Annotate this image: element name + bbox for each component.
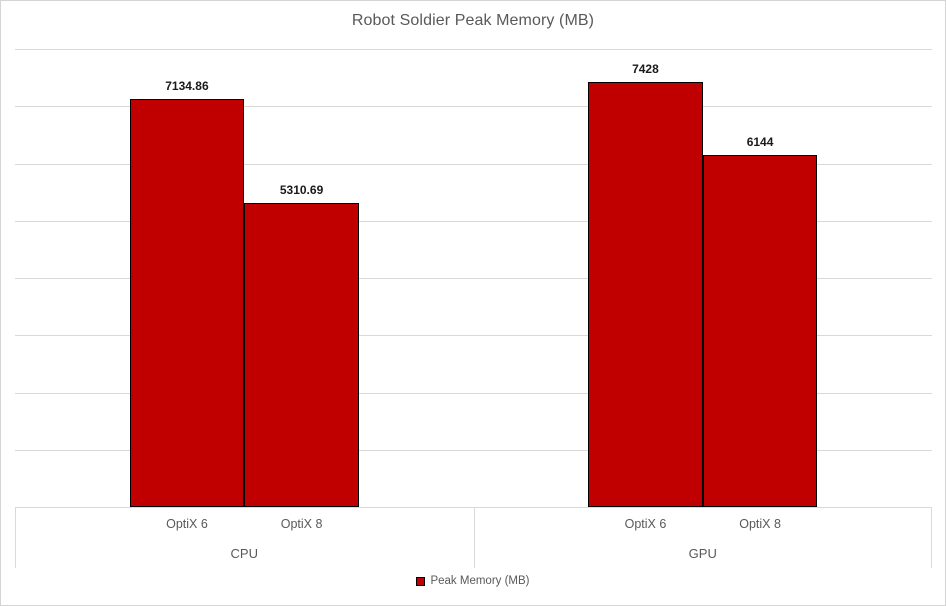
group-label-gpu: GPU <box>688 545 717 561</box>
category-label-cpu-optix-8: OptiX 8 <box>280 516 323 531</box>
bar-value-label-gpu-optix-6: 7428 <box>632 61 659 76</box>
plot-area: 7134.86 5310.69 7428 6144 <box>15 49 932 507</box>
gridline <box>15 163 932 165</box>
bar-cpu-optix-6[interactable] <box>129 98 245 507</box>
axis-group-divider <box>15 508 16 568</box>
bar-value-label-cpu-optix-8: 5310.69 <box>279 182 324 197</box>
gridline <box>15 392 932 394</box>
bar-value-label-gpu-optix-8: 6144 <box>746 135 774 150</box>
bar-gpu-optix-8[interactable] <box>702 155 818 507</box>
category-label-gpu-optix-8: OptiX 8 <box>739 516 781 531</box>
bar-value-label-cpu-optix-6: 7134.86 <box>165 78 209 93</box>
gridline <box>15 49 932 50</box>
group-label-cpu: CPU <box>230 545 258 561</box>
axis-group-divider <box>473 508 475 568</box>
category-label-gpu-optix-6: OptiX 6 <box>624 516 667 531</box>
legend[interactable]: Peak Memory (MB) <box>1 575 945 587</box>
gridline <box>15 220 932 222</box>
gridline <box>15 106 932 108</box>
gridline <box>15 335 932 337</box>
legend-label: Peak Memory (MB) <box>430 575 530 587</box>
legend-marker-icon <box>416 576 426 586</box>
gridline <box>15 278 932 279</box>
gridline <box>15 449 932 451</box>
axis-group-divider <box>931 508 932 568</box>
chart-title: Robot Soldier Peak Memory (MB) <box>351 12 595 29</box>
category-label-cpu-optix-6: OptiX 6 <box>166 516 208 531</box>
category-axis: OptiX 6 OptiX 8 CPU OptiX 6 OptiX 8 GPU <box>15 507 932 568</box>
bar-cpu-optix-8[interactable] <box>244 202 359 507</box>
bar-gpu-optix-6[interactable] <box>588 81 703 507</box>
